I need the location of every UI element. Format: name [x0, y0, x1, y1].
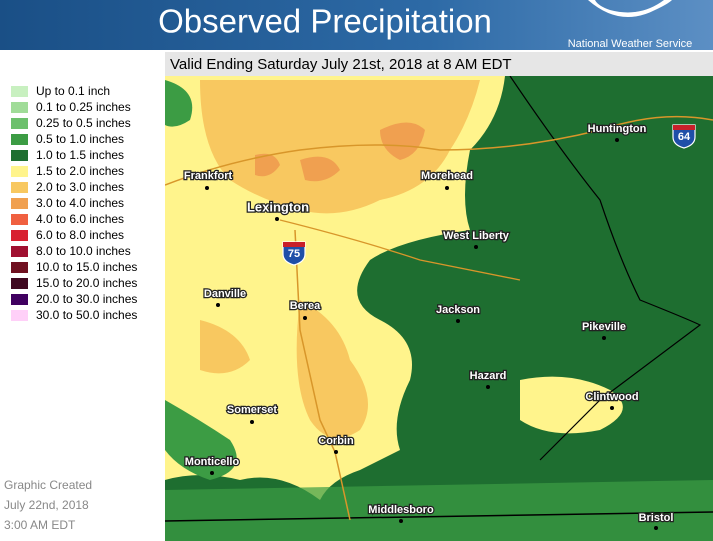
- city-dot: [334, 450, 338, 454]
- legend-label: 15.0 to 20.0 inches: [36, 276, 137, 290]
- legend-swatch: [11, 278, 28, 289]
- agency: National Weather Service: [568, 38, 693, 50]
- legend-swatch: [11, 182, 28, 193]
- interstate-label: 75: [288, 248, 300, 260]
- city-label: West Liberty: [443, 230, 510, 242]
- highway: [294, 229, 351, 521]
- legend-label: 1.5 to 2.0 inches: [36, 164, 124, 178]
- city-label: Berea: [290, 300, 321, 312]
- shield-top: [283, 242, 305, 247]
- region: [520, 376, 623, 434]
- map: [165, 76, 713, 541]
- legend-swatch: [11, 86, 28, 97]
- shield-top: [673, 125, 695, 130]
- city-dot: [250, 420, 254, 424]
- region: [165, 480, 713, 541]
- legend-label: Up to 0.1 inch: [36, 84, 110, 98]
- city-label: Pikeville: [582, 321, 626, 333]
- city-dot: [275, 217, 279, 221]
- city-dot: [216, 303, 220, 307]
- city-dot: [474, 245, 478, 249]
- city-dot: [610, 406, 614, 410]
- city-label: Clintwood: [585, 391, 638, 403]
- region: [255, 153, 280, 177]
- state-border: [165, 511, 713, 522]
- header-band: [0, 0, 713, 50]
- legend-swatch: [11, 294, 28, 305]
- city-label: Jackson: [436, 304, 480, 316]
- legend-label: 0.5 to 1.0 inches: [36, 132, 124, 146]
- state-border: [509, 76, 702, 461]
- city-dot: [205, 186, 209, 190]
- legend-label: 0.1 to 0.25 inches: [36, 100, 131, 114]
- city-dot: [654, 526, 658, 530]
- city-label: Somerset: [227, 404, 277, 416]
- river: [165, 115, 713, 186]
- city-label: Monticello: [185, 456, 240, 468]
- city-dot: [602, 336, 606, 340]
- legend-label: 30.0 to 50.0 inches: [36, 308, 137, 322]
- city-label: Danville: [204, 288, 246, 300]
- city-label: Middlesboro: [368, 504, 434, 516]
- interstate-shield: [282, 241, 306, 266]
- legend-swatch: [11, 262, 28, 273]
- valid-text: Valid Ending Saturday July 21st, 2018 at…: [170, 56, 512, 73]
- valid-bar: [165, 52, 713, 76]
- legend-label: 3.0 to 4.0 inches: [36, 196, 124, 210]
- city-dot: [486, 385, 490, 389]
- footer-line: July 22nd, 2018: [4, 498, 89, 512]
- legend-swatch: [11, 102, 28, 113]
- interstate-label: 64: [678, 131, 691, 143]
- legend-swatch: [11, 310, 28, 321]
- legend-swatch: [11, 166, 28, 177]
- legend-swatch: [11, 150, 28, 161]
- region: [165, 400, 237, 480]
- legend-label: 10.0 to 15.0 inches: [36, 260, 137, 274]
- city-label: Bristol: [639, 512, 674, 524]
- city-label: Huntington: [588, 123, 647, 135]
- city-label: Corbin: [318, 435, 354, 447]
- city-dot: [615, 138, 619, 142]
- legend-swatch: [11, 214, 28, 225]
- city-label: Lexington: [247, 199, 309, 214]
- city-dot: [210, 471, 214, 475]
- legend-label: 2.0 to 3.0 inches: [36, 180, 124, 194]
- region: [165, 80, 193, 127]
- footer-line: Graphic Created: [4, 478, 92, 492]
- city-label: Morehead: [421, 170, 473, 182]
- region: [200, 320, 250, 374]
- legend-swatch: [11, 134, 28, 145]
- city-dot: [303, 316, 307, 320]
- region: [300, 156, 340, 182]
- region: [296, 300, 368, 438]
- legend-swatch: [11, 198, 28, 209]
- title: Observed Precipitation: [158, 3, 492, 40]
- footer-line: 3:00 AM EDT: [4, 518, 76, 532]
- city-dot: [456, 319, 460, 323]
- city-dot: [399, 519, 403, 523]
- legend-label: 1.0 to 1.5 inches: [36, 148, 124, 162]
- legend-label: 4.0 to 6.0 inches: [36, 212, 124, 226]
- region: [380, 122, 425, 160]
- legend-label: 8.0 to 10.0 inches: [36, 244, 131, 258]
- interstate-shield: [672, 124, 696, 149]
- legend-swatch: [11, 230, 28, 241]
- highway: [279, 219, 521, 281]
- legend-label: 20.0 to 30.0 inches: [36, 292, 137, 306]
- city-dot: [445, 186, 449, 190]
- legend-swatch: [11, 118, 28, 129]
- legend-label: 6.0 to 8.0 inches: [36, 228, 124, 242]
- city-label: Hazard: [470, 370, 507, 382]
- legend-label: 0.25 to 0.5 inches: [36, 116, 131, 130]
- logo: [588, 0, 672, 18]
- legend-swatch: [11, 246, 28, 257]
- city-label: Frankfort: [184, 170, 233, 182]
